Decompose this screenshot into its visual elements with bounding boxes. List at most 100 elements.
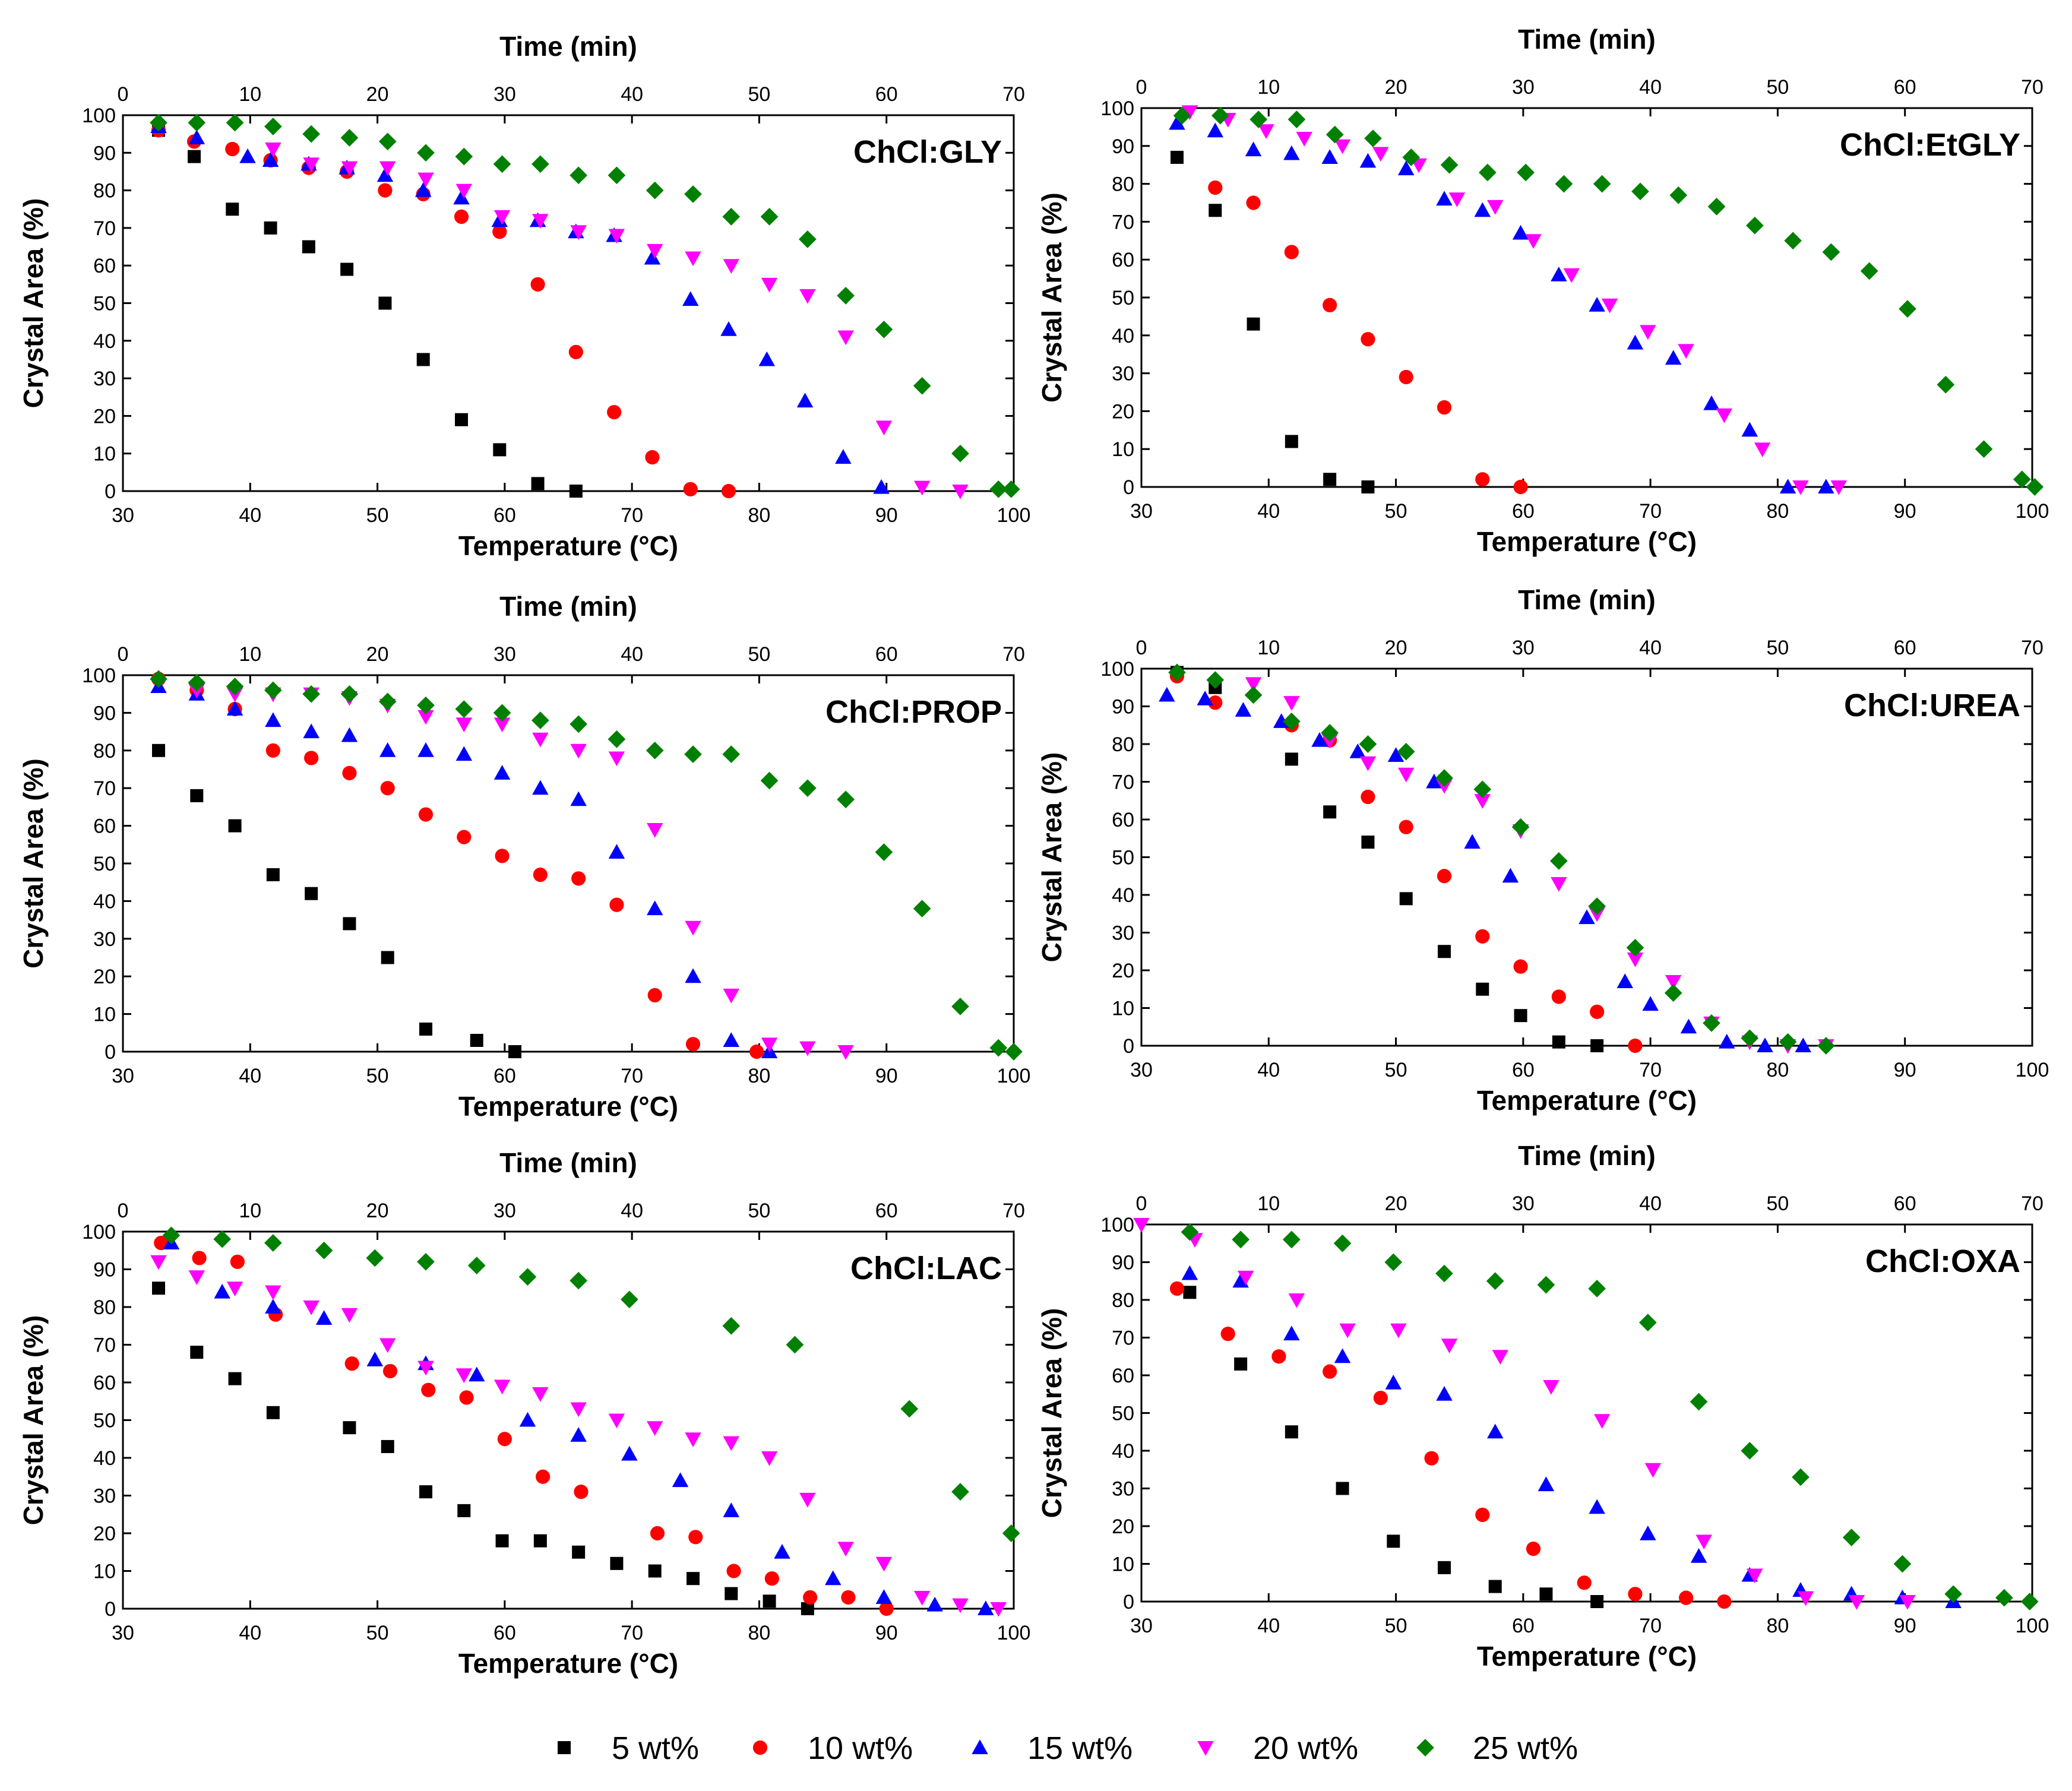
data-point — [1627, 952, 1644, 967]
y-tick-label: 70 — [93, 1334, 116, 1357]
data-point — [1464, 834, 1481, 849]
data-point — [1747, 1568, 1763, 1584]
data-point — [417, 742, 434, 757]
x-tick-label: 70 — [621, 1622, 643, 1644]
x2-tick-label: 30 — [494, 1200, 516, 1222]
data-point — [417, 144, 435, 162]
x-tick-label: 70 — [1639, 1059, 1662, 1081]
data-point — [722, 745, 741, 763]
data-point — [378, 132, 397, 151]
data-point — [837, 1542, 854, 1557]
data-point — [1402, 148, 1421, 166]
data-point — [799, 1041, 816, 1056]
data-point — [723, 259, 740, 274]
data-point — [380, 781, 395, 796]
data-point — [417, 172, 434, 188]
data-point — [1514, 1009, 1527, 1023]
data-point — [1551, 876, 1567, 892]
x-axis-title: Temperature (°C) — [1477, 1641, 1697, 1672]
data-point — [265, 712, 281, 727]
data-point — [150, 1255, 167, 1270]
x-tick-label: 40 — [239, 1065, 261, 1087]
data-point — [875, 420, 893, 436]
series-15-wt — [1181, 1265, 1962, 1608]
data-point — [455, 746, 473, 761]
data-point — [341, 727, 358, 742]
data-point — [381, 1439, 394, 1453]
x-tick-label: 50 — [1385, 1615, 1407, 1637]
data-point — [1440, 156, 1459, 174]
data-point — [1995, 1589, 2013, 1607]
x2-tick-label: 20 — [366, 83, 389, 106]
y-tick-label: 80 — [93, 1296, 116, 1319]
data-point — [646, 1421, 663, 1436]
data-point — [455, 147, 473, 166]
data-point — [1593, 175, 1611, 193]
data-point — [228, 1372, 242, 1385]
data-point — [1718, 1033, 1735, 1049]
data-point — [1741, 1442, 1759, 1460]
data-point — [378, 296, 392, 310]
data-point — [1555, 175, 1573, 193]
data-point — [1601, 298, 1618, 314]
series-25-wt — [1168, 663, 1835, 1055]
data-point — [1631, 182, 1649, 201]
x-tick-label: 50 — [366, 1622, 389, 1644]
data-point — [532, 711, 549, 729]
x-tick-label: 60 — [1512, 1059, 1535, 1081]
legend-label: 15 wt% — [1027, 1730, 1133, 1766]
y-tick-label: 80 — [1112, 1289, 1134, 1312]
plot-frame — [122, 674, 1015, 1053]
data-point — [837, 1045, 854, 1060]
data-point — [685, 1037, 701, 1052]
plot-frame — [1140, 107, 2033, 488]
data-point — [304, 751, 319, 765]
data-point — [262, 152, 279, 167]
data-point — [264, 1234, 282, 1252]
data-point — [1617, 973, 1634, 989]
data-point — [379, 742, 396, 757]
data-point — [1552, 1035, 1565, 1049]
data-point — [621, 1290, 638, 1309]
data-point — [608, 166, 626, 185]
series-25-wt — [1181, 1223, 2039, 1610]
data-point — [302, 240, 315, 254]
data-point — [188, 113, 206, 132]
data-point — [1792, 1468, 1810, 1486]
data-point — [1639, 1314, 1657, 1331]
data-point — [761, 277, 778, 293]
data-points — [1159, 663, 1835, 1055]
y-tick-label: 70 — [1112, 211, 1134, 233]
x2-tick-label: 30 — [1512, 637, 1535, 659]
y-tick-label: 60 — [93, 255, 116, 277]
data-point — [1642, 996, 1659, 1011]
data-point — [761, 1037, 778, 1053]
series-5-wt — [152, 1281, 814, 1615]
data-point — [1757, 1037, 1773, 1052]
data-point — [1159, 686, 1175, 702]
data-point — [1474, 794, 1491, 809]
data-point — [1679, 1590, 1694, 1605]
series-15-wt — [1159, 686, 1812, 1052]
data-point — [1779, 479, 1796, 493]
x2-tick-label: 40 — [1639, 637, 1662, 659]
data-point — [1475, 472, 1490, 487]
data-point — [1893, 1555, 1912, 1573]
data-point — [530, 277, 545, 292]
data-point — [1232, 1273, 1249, 1288]
y-axis-title: Crystal Area (%) — [18, 198, 49, 409]
data-point — [873, 479, 890, 494]
data-point — [913, 480, 931, 496]
x2-tick-label: 30 — [1512, 1192, 1535, 1215]
data-point — [1283, 713, 1301, 730]
data-point — [1220, 1327, 1235, 1341]
data-point — [1746, 216, 1764, 235]
x2-tick-label: 20 — [366, 643, 389, 666]
x-tick-label: 60 — [1512, 500, 1535, 523]
data-point — [837, 330, 854, 346]
data-point — [190, 1346, 204, 1359]
data-point — [1311, 732, 1328, 747]
data-point — [1703, 1014, 1720, 1032]
data-point — [574, 1485, 589, 1499]
x2-axis-title: Time (min) — [499, 591, 637, 622]
